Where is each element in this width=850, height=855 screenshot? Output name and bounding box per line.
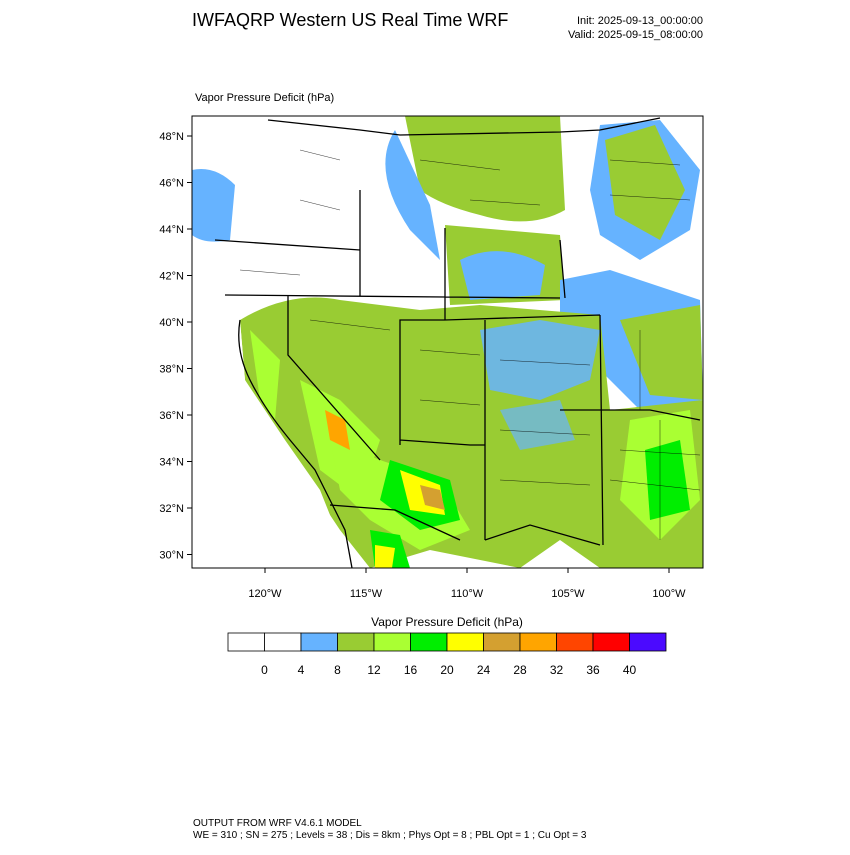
valid-time: Valid: 2025-09-15_08:00:00	[568, 29, 703, 41]
lat-label: 32°N	[159, 503, 184, 515]
colorbar-box	[446, 632, 484, 652]
lon-labels: 120°W 115°W 110°W 105°W 100°W	[248, 568, 686, 600]
lon-label: 110°W	[451, 588, 484, 600]
colorbar-label: 0	[261, 663, 268, 677]
footer-line: WE = 310 ; SN = 275 ; Levels = 38 ; Dis …	[193, 830, 587, 841]
colorbar-title: Vapor Pressure Deficit (hPa)	[371, 615, 523, 629]
map-title: Vapor Pressure Deficit (hPa)	[195, 92, 334, 104]
init-time: Init: 2025-09-13_00:00:00	[577, 15, 703, 27]
colorbar-box	[300, 632, 338, 652]
colorbar-box	[483, 632, 521, 652]
lon-label: 100°W	[652, 588, 686, 600]
colorbar-label: 12	[367, 663, 381, 677]
colorbar-box	[264, 632, 302, 652]
lat-label: 44°N	[159, 224, 184, 236]
lon-label: 120°W	[248, 588, 282, 600]
lon-label: 105°W	[551, 588, 585, 600]
colorbar-box	[227, 632, 265, 652]
colorbar-box	[592, 632, 630, 652]
colorbar-label: 8	[334, 663, 341, 677]
title: IWFAQRP Western US Real Time WRF	[192, 10, 508, 30]
lat-label: 36°N	[159, 410, 184, 422]
colorbar-label: 40	[623, 663, 637, 677]
lat-labels: 48°N 46°N 44°N 42°N 40°N 38°N 36°N 34°N 32°N 30°N	[159, 131, 192, 562]
colorbar-label: 32	[550, 663, 564, 677]
lat-label: 34°N	[159, 457, 184, 469]
map-frame	[191, 115, 704, 569]
lat-label: 38°N	[159, 364, 184, 376]
lat-label: 46°N	[159, 178, 184, 190]
colorbar-label: 28	[513, 663, 527, 677]
lat-label: 42°N	[159, 271, 184, 283]
lat-label: 30°N	[159, 550, 184, 562]
footer-line: OUTPUT FROM WRF V4.6.1 MODEL	[193, 818, 362, 829]
colorbar-label: 4	[298, 663, 305, 677]
colorbar-label: 24	[477, 663, 491, 677]
lon-label: 115°W	[350, 588, 383, 600]
colorbar: 0 4 8 12 16 20 24 28 32 36 40	[227, 632, 667, 677]
colorbar-label: 20	[440, 663, 454, 677]
map	[192, 116, 703, 568]
colorbar-label: 36	[586, 663, 600, 677]
lat-label: 40°N	[159, 317, 184, 329]
colorbar-box	[519, 632, 557, 652]
colorbar-box	[629, 632, 667, 652]
colorbar-box	[556, 632, 594, 652]
colorbar-box	[373, 632, 411, 652]
colorbar-box	[337, 632, 375, 652]
colorbar-box	[410, 632, 448, 652]
lat-label: 48°N	[159, 131, 184, 143]
colorbar-label: 16	[404, 663, 418, 677]
